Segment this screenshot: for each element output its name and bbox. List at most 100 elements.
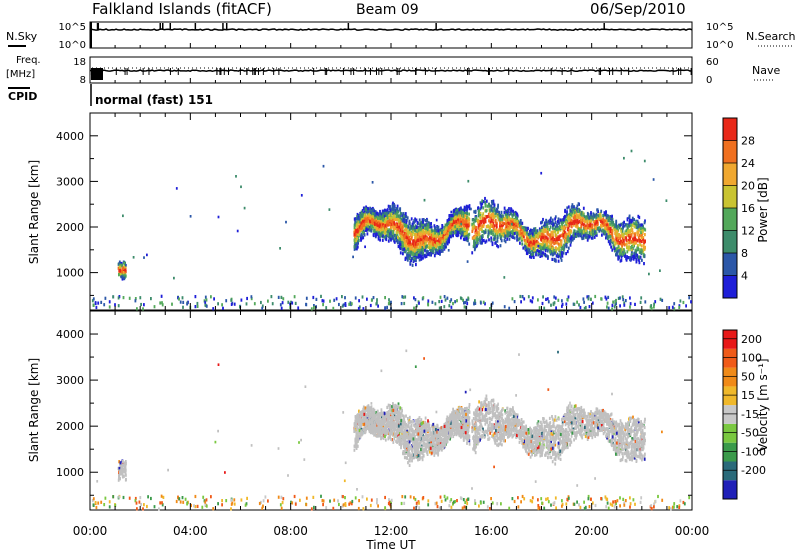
echo-cell (584, 305, 587, 310)
echo-cell (577, 227, 580, 231)
echo-cell (427, 245, 430, 249)
echo-cell (385, 222, 388, 226)
echo-cell (397, 214, 400, 218)
echo-cell (91, 299, 94, 303)
echo-cell (557, 235, 560, 239)
echo-cell (506, 230, 509, 234)
echo-cell (636, 219, 639, 223)
echo-cell (396, 207, 399, 211)
echo-cell (365, 227, 368, 231)
echo-cell (497, 203, 499, 207)
echo-cell (313, 304, 315, 308)
echo-cell (408, 231, 411, 235)
echo-cell (482, 224, 485, 228)
echo-cell (516, 216, 519, 220)
echo-cell (425, 250, 428, 254)
echo-cell (596, 208, 599, 212)
echo-cell (539, 252, 542, 256)
echo-cell (600, 209, 603, 213)
echo-cell (637, 255, 640, 259)
echo-cell (551, 218, 554, 222)
echo-cell (462, 298, 464, 302)
echo-cell (481, 224, 484, 228)
echo-cell (121, 275, 124, 279)
echo-cell (371, 211, 374, 216)
echo-cell (571, 211, 574, 215)
echo-cell (630, 245, 632, 250)
echo-cell (461, 220, 464, 224)
echo-cell (491, 301, 494, 305)
echo-cell (490, 239, 493, 243)
echo-cell (463, 217, 466, 221)
echo-cell (387, 230, 390, 234)
echo-cell (522, 228, 525, 232)
echo-cell (415, 259, 417, 263)
echo-cell (429, 253, 432, 257)
echo-cell (364, 210, 367, 214)
echo-cell (369, 206, 371, 210)
echo-cell (643, 221, 646, 225)
echo-cell (492, 229, 495, 233)
echo-cell (574, 216, 576, 220)
echo-cell (356, 247, 358, 251)
echo-cell (630, 233, 633, 237)
echo-cell (552, 226, 554, 230)
echo-cell (451, 217, 454, 221)
echo-cell (490, 204, 493, 208)
echo-cell (536, 240, 539, 244)
echo-cell (280, 306, 283, 310)
echo-cell (629, 305, 631, 309)
echo-cell (553, 301, 556, 305)
echo-cell (552, 222, 555, 226)
echo-cell (418, 255, 421, 259)
echo-cell (636, 223, 638, 227)
echo-cell (416, 221, 419, 225)
echo-cell (489, 307, 491, 311)
echo-cell (462, 237, 465, 241)
echo-cell (544, 243, 547, 247)
echo-cell (433, 246, 435, 251)
echo-cell (424, 219, 427, 223)
echo-cell (573, 223, 575, 227)
echo-cell (403, 215, 405, 219)
echo-cell (505, 219, 507, 223)
echo-cell (452, 302, 454, 306)
echo-cell (465, 204, 468, 208)
echo-cell (641, 235, 644, 240)
echo-cell (465, 236, 468, 240)
echo-cell (120, 263, 123, 267)
echo-cell (222, 306, 224, 310)
echo-cell (381, 230, 384, 234)
echo-cell (550, 231, 553, 235)
echo-cell (371, 221, 374, 225)
echo-cell (506, 232, 509, 236)
echo-cell (445, 228, 448, 232)
echo-cell (518, 234, 521, 238)
echo-cell (623, 235, 625, 239)
echo-cell (598, 226, 601, 230)
echo-cell (521, 295, 524, 299)
echo-cell (409, 230, 412, 235)
echo-cell (561, 254, 564, 258)
echo-cell (574, 218, 577, 222)
echo-cell (611, 248, 614, 252)
echo-cell (624, 299, 627, 303)
echo-cell (404, 257, 407, 261)
echo-cell (516, 238, 518, 242)
echo-cell (438, 250, 441, 254)
echo-cell (375, 219, 378, 224)
echo-cell (633, 238, 635, 242)
echo-cell (492, 199, 495, 203)
echo-cell (94, 301, 97, 305)
echo-cell (379, 212, 382, 216)
echo-cell (441, 226, 444, 230)
echo-cell (629, 234, 631, 238)
echo-cell (613, 228, 616, 232)
echo-cell (430, 253, 432, 257)
echo-cell (505, 233, 508, 237)
echo-cell (474, 219, 477, 223)
echo-cell (443, 231, 445, 235)
echo-cell (560, 221, 563, 225)
echo-cell (638, 250, 641, 254)
echo-cell (404, 212, 407, 216)
